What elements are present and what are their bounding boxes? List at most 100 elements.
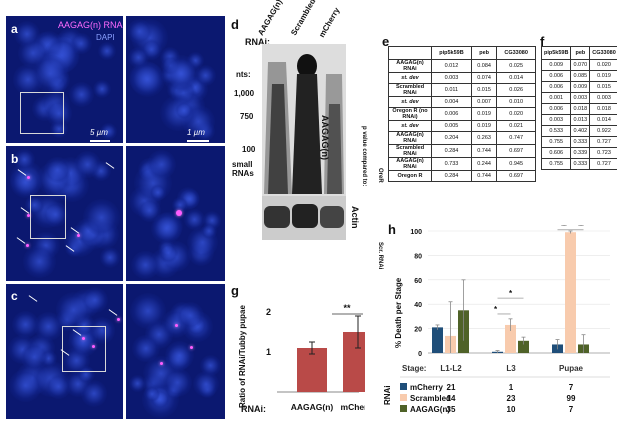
scale-label-1um: 1 µm	[187, 128, 205, 137]
row-label: Scrambled RNAi	[388, 144, 432, 158]
nucleus-blob	[24, 195, 45, 215]
nucleus-blob	[137, 199, 161, 222]
nucleus-blob	[23, 245, 56, 278]
panel-letter-e: e	[382, 34, 390, 49]
x-tick-label: mCherry	[341, 402, 365, 412]
table-cell: 23	[507, 394, 516, 403]
cell: 0.006	[540, 70, 572, 82]
cell: 0.026	[496, 83, 536, 97]
table-row: 0.003 0.013 0.014	[540, 114, 617, 126]
y-tick-label: 100	[410, 229, 422, 236]
nucleus-blob	[14, 20, 41, 47]
x-tick-label: L1-L2	[440, 364, 462, 373]
cell: 0.014	[496, 72, 536, 84]
nucleus-blob	[11, 311, 39, 339]
actin-label: Actin	[350, 206, 360, 229]
g-rnai-label: RNAi:	[241, 404, 266, 414]
table-row: 0.006 0.009 0.015	[540, 81, 617, 93]
cell: 0.003	[540, 114, 572, 126]
table-row: Scrambled RNAi 0.011 0.015 0.026	[388, 83, 536, 97]
table-row: AAGAG(n) RNAi 0.012 0.084 0.025	[388, 59, 536, 73]
cell: 0.001	[540, 92, 572, 104]
g-ylabel: Ratio of RNAi/Tubby pupae	[238, 305, 247, 408]
nucleus-blob	[130, 250, 160, 280]
nucleus-blob	[45, 99, 73, 127]
cell: 0.012	[431, 59, 472, 73]
scale-bar-1um	[187, 140, 209, 142]
cell: 0.697	[496, 170, 536, 182]
nucleus-blob	[195, 64, 217, 86]
cell: 0.019	[589, 70, 617, 82]
cell: 0.402	[570, 125, 591, 137]
nucleus-blob	[128, 374, 147, 393]
nucleus-blob	[130, 62, 165, 98]
column-header: CG33080	[496, 46, 536, 60]
nucleus-blob	[10, 166, 41, 198]
row-label: st. dev	[388, 120, 432, 132]
legend-aagag-rna: AAGAG(n) RNA	[58, 20, 123, 30]
nucleus-blob	[128, 47, 149, 68]
nucleus-blob	[99, 247, 121, 269]
y-tick-label: 20	[414, 327, 422, 334]
column-header: pip5k59B	[431, 46, 472, 60]
x-tick-label: AAGAG(n)	[291, 402, 334, 412]
cell: 0.074	[470, 72, 498, 84]
nucleus-blob	[82, 198, 120, 236]
nucleus-blob	[20, 342, 49, 371]
rna-focus	[160, 362, 163, 365]
cell: 0.021	[496, 120, 536, 132]
table-row: 0.009 0.070 0.020	[540, 59, 617, 71]
table-cell: 1	[509, 383, 514, 392]
table-row: AAGAG(n) RNAi 0.204 0.263 0.747	[388, 131, 536, 145]
cell: 0.244	[470, 157, 498, 171]
significance-stars: *	[494, 305, 498, 314]
legend-swatch	[400, 405, 407, 412]
table-cell: 14	[447, 394, 456, 403]
marker-1000: 1,000	[234, 89, 255, 98]
table-cell: 21	[447, 383, 456, 392]
cell: 0.019	[470, 120, 498, 132]
x-tick-label: Pupae	[559, 364, 584, 373]
nucleus-blob	[144, 385, 161, 402]
group-label-scr: Scr. RNAi	[377, 242, 383, 270]
zoom-box-a	[20, 92, 64, 134]
nucleus-blob	[146, 150, 176, 180]
table-row: Oregon R (no RNAi) 0.006 0.019 0.020	[388, 107, 536, 121]
y-tick-label: 2	[266, 307, 271, 317]
cell: 0.744	[470, 144, 498, 158]
nucleus-blob	[31, 55, 69, 93]
bar	[565, 232, 576, 353]
cell: 0.723	[589, 147, 617, 159]
nucleus-blob	[81, 286, 109, 314]
lane-label: Scrambled	[289, 0, 318, 37]
cell: 0.003	[589, 92, 617, 104]
table-row: 0.755 0.333 0.727	[540, 158, 617, 170]
table-row: 0.606 0.339 0.723	[540, 147, 617, 159]
legend-swatch	[400, 383, 407, 390]
cell: 0.011	[431, 83, 472, 97]
row-label: AAGAG(n) RNAi	[388, 59, 432, 73]
nucleus-blob	[14, 149, 35, 171]
cell: 0.003	[431, 72, 472, 84]
cell: 0.697	[496, 144, 536, 158]
panel-letter-a: a	[11, 22, 18, 36]
panel-letter-h: h	[388, 222, 396, 237]
table-row: st. dev 0.003 0.074 0.014	[388, 72, 536, 84]
cell: 0.744	[470, 170, 498, 182]
bar	[518, 340, 529, 353]
table-cell: 35	[447, 405, 456, 414]
cell: 0.003	[570, 92, 591, 104]
rna-focus	[92, 345, 95, 348]
cell: 0.606	[540, 147, 572, 159]
table-row: Scrambled RNAi 0.284 0.744 0.697	[388, 144, 536, 158]
row-label: st. dev	[388, 72, 432, 84]
bar	[432, 327, 443, 353]
marker-750: 750	[240, 112, 254, 121]
table-row: st. dev 0.005 0.019 0.021	[388, 120, 536, 132]
panel-letter-c: c	[11, 289, 18, 303]
table-row: Oregon R 0.284 0.744 0.697	[388, 170, 536, 182]
nucleus-blob	[158, 242, 179, 263]
nucleus-blob	[192, 371, 220, 398]
cell: 0.015	[589, 81, 617, 93]
probe-label: AAGAG(n)	[320, 115, 330, 160]
